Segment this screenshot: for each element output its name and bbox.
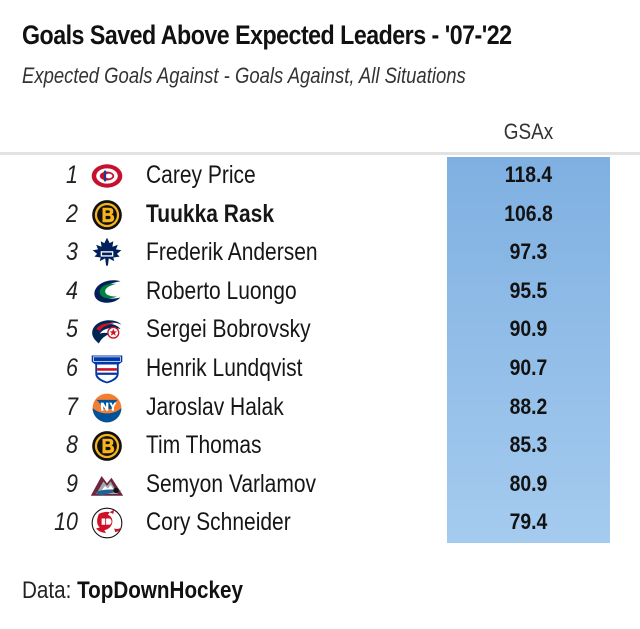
avalanche-logo-icon: [89, 468, 125, 502]
blue-jackets-logo-icon: [89, 313, 125, 347]
devils-logo-icon: [89, 506, 125, 540]
gsax-column-header: GSAx: [503, 119, 554, 144]
data-source-label: Data:: [22, 577, 78, 604]
rangers-logo-icon: [89, 352, 125, 386]
rank-label: 6: [66, 354, 78, 382]
gsax-value: 88.2: [509, 393, 548, 419]
player-name: Roberto Luongo: [146, 276, 297, 305]
rank-label: 8: [66, 431, 78, 460]
rank-label: 10: [54, 508, 78, 537]
canadiens-logo-icon: [89, 159, 125, 193]
player-name: Carey Price: [146, 161, 256, 189]
maple-leafs-logo-icon: [89, 236, 125, 270]
bruins-logo-icon: [89, 429, 125, 463]
canucks-logo-icon: [89, 275, 125, 309]
gsax-value: 97.3: [509, 239, 548, 265]
islanders-logo-icon: [89, 391, 125, 425]
player-name: Tuukka Rask: [146, 199, 275, 228]
rank-label: 5: [66, 315, 78, 344]
gsax-value: 106.8: [504, 200, 553, 226]
gsax-value: 85.3: [509, 432, 548, 458]
table-row: 9 Semyon Varlamov 80.9: [0, 466, 640, 505]
bruins-logo-icon: [89, 198, 125, 232]
table-row: 7 Jaroslav Halak 88.2: [0, 389, 640, 428]
player-name: Frederik Andersen: [146, 238, 318, 267]
table-row: 2 Tuukka Rask 106.8: [0, 196, 640, 235]
player-name: Henrik Lundqvist: [146, 354, 303, 382]
rank-label: 4: [66, 276, 78, 305]
table-row: 5 Sergei Bobrovsky 90.9: [0, 311, 640, 350]
gsax-value: 90.9: [509, 316, 548, 342]
table-row: 8 Tim Thomas 85.3: [0, 427, 640, 466]
player-name: Jaroslav Halak: [146, 392, 284, 421]
table-row: 10 Cory Schneider 79.4: [0, 504, 640, 543]
gsax-value: 118.4: [504, 162, 553, 187]
data-source-credit: Data: TopDownHockey: [22, 577, 243, 605]
table-row: 4 Roberto Luongo 95.5: [0, 273, 640, 312]
chart-subtitle: Expected Goals Against - Goals Against, …: [22, 63, 466, 88]
player-name: Cory Schneider: [146, 508, 291, 537]
rank-label: 7: [66, 392, 78, 421]
table-row: 6 Henrik Lundqvist 90.7: [0, 350, 640, 389]
header-divider: [0, 152, 640, 155]
rank-label: 2: [66, 199, 78, 228]
gsax-value: 95.5: [509, 277, 548, 303]
player-name: Semyon Varlamov: [146, 469, 317, 498]
gsax-value: 80.9: [509, 470, 548, 496]
rank-label: 1: [66, 161, 78, 189]
rank-label: 3: [66, 238, 78, 267]
table-row: 1 Carey Price 118.4: [0, 157, 640, 196]
data-source-name: TopDownHockey: [77, 577, 243, 604]
gsax-value-band: [447, 157, 610, 543]
rank-label: 9: [66, 469, 78, 498]
player-name: Sergei Bobrovsky: [146, 315, 311, 344]
table-row: 3 Frederik Andersen 97.3: [0, 234, 640, 273]
chart-title: Goals Saved Above Expected Leaders - '07…: [22, 20, 512, 50]
gsax-value: 79.4: [509, 509, 548, 535]
gsax-value: 90.7: [509, 355, 548, 380]
player-name: Tim Thomas: [146, 431, 262, 460]
